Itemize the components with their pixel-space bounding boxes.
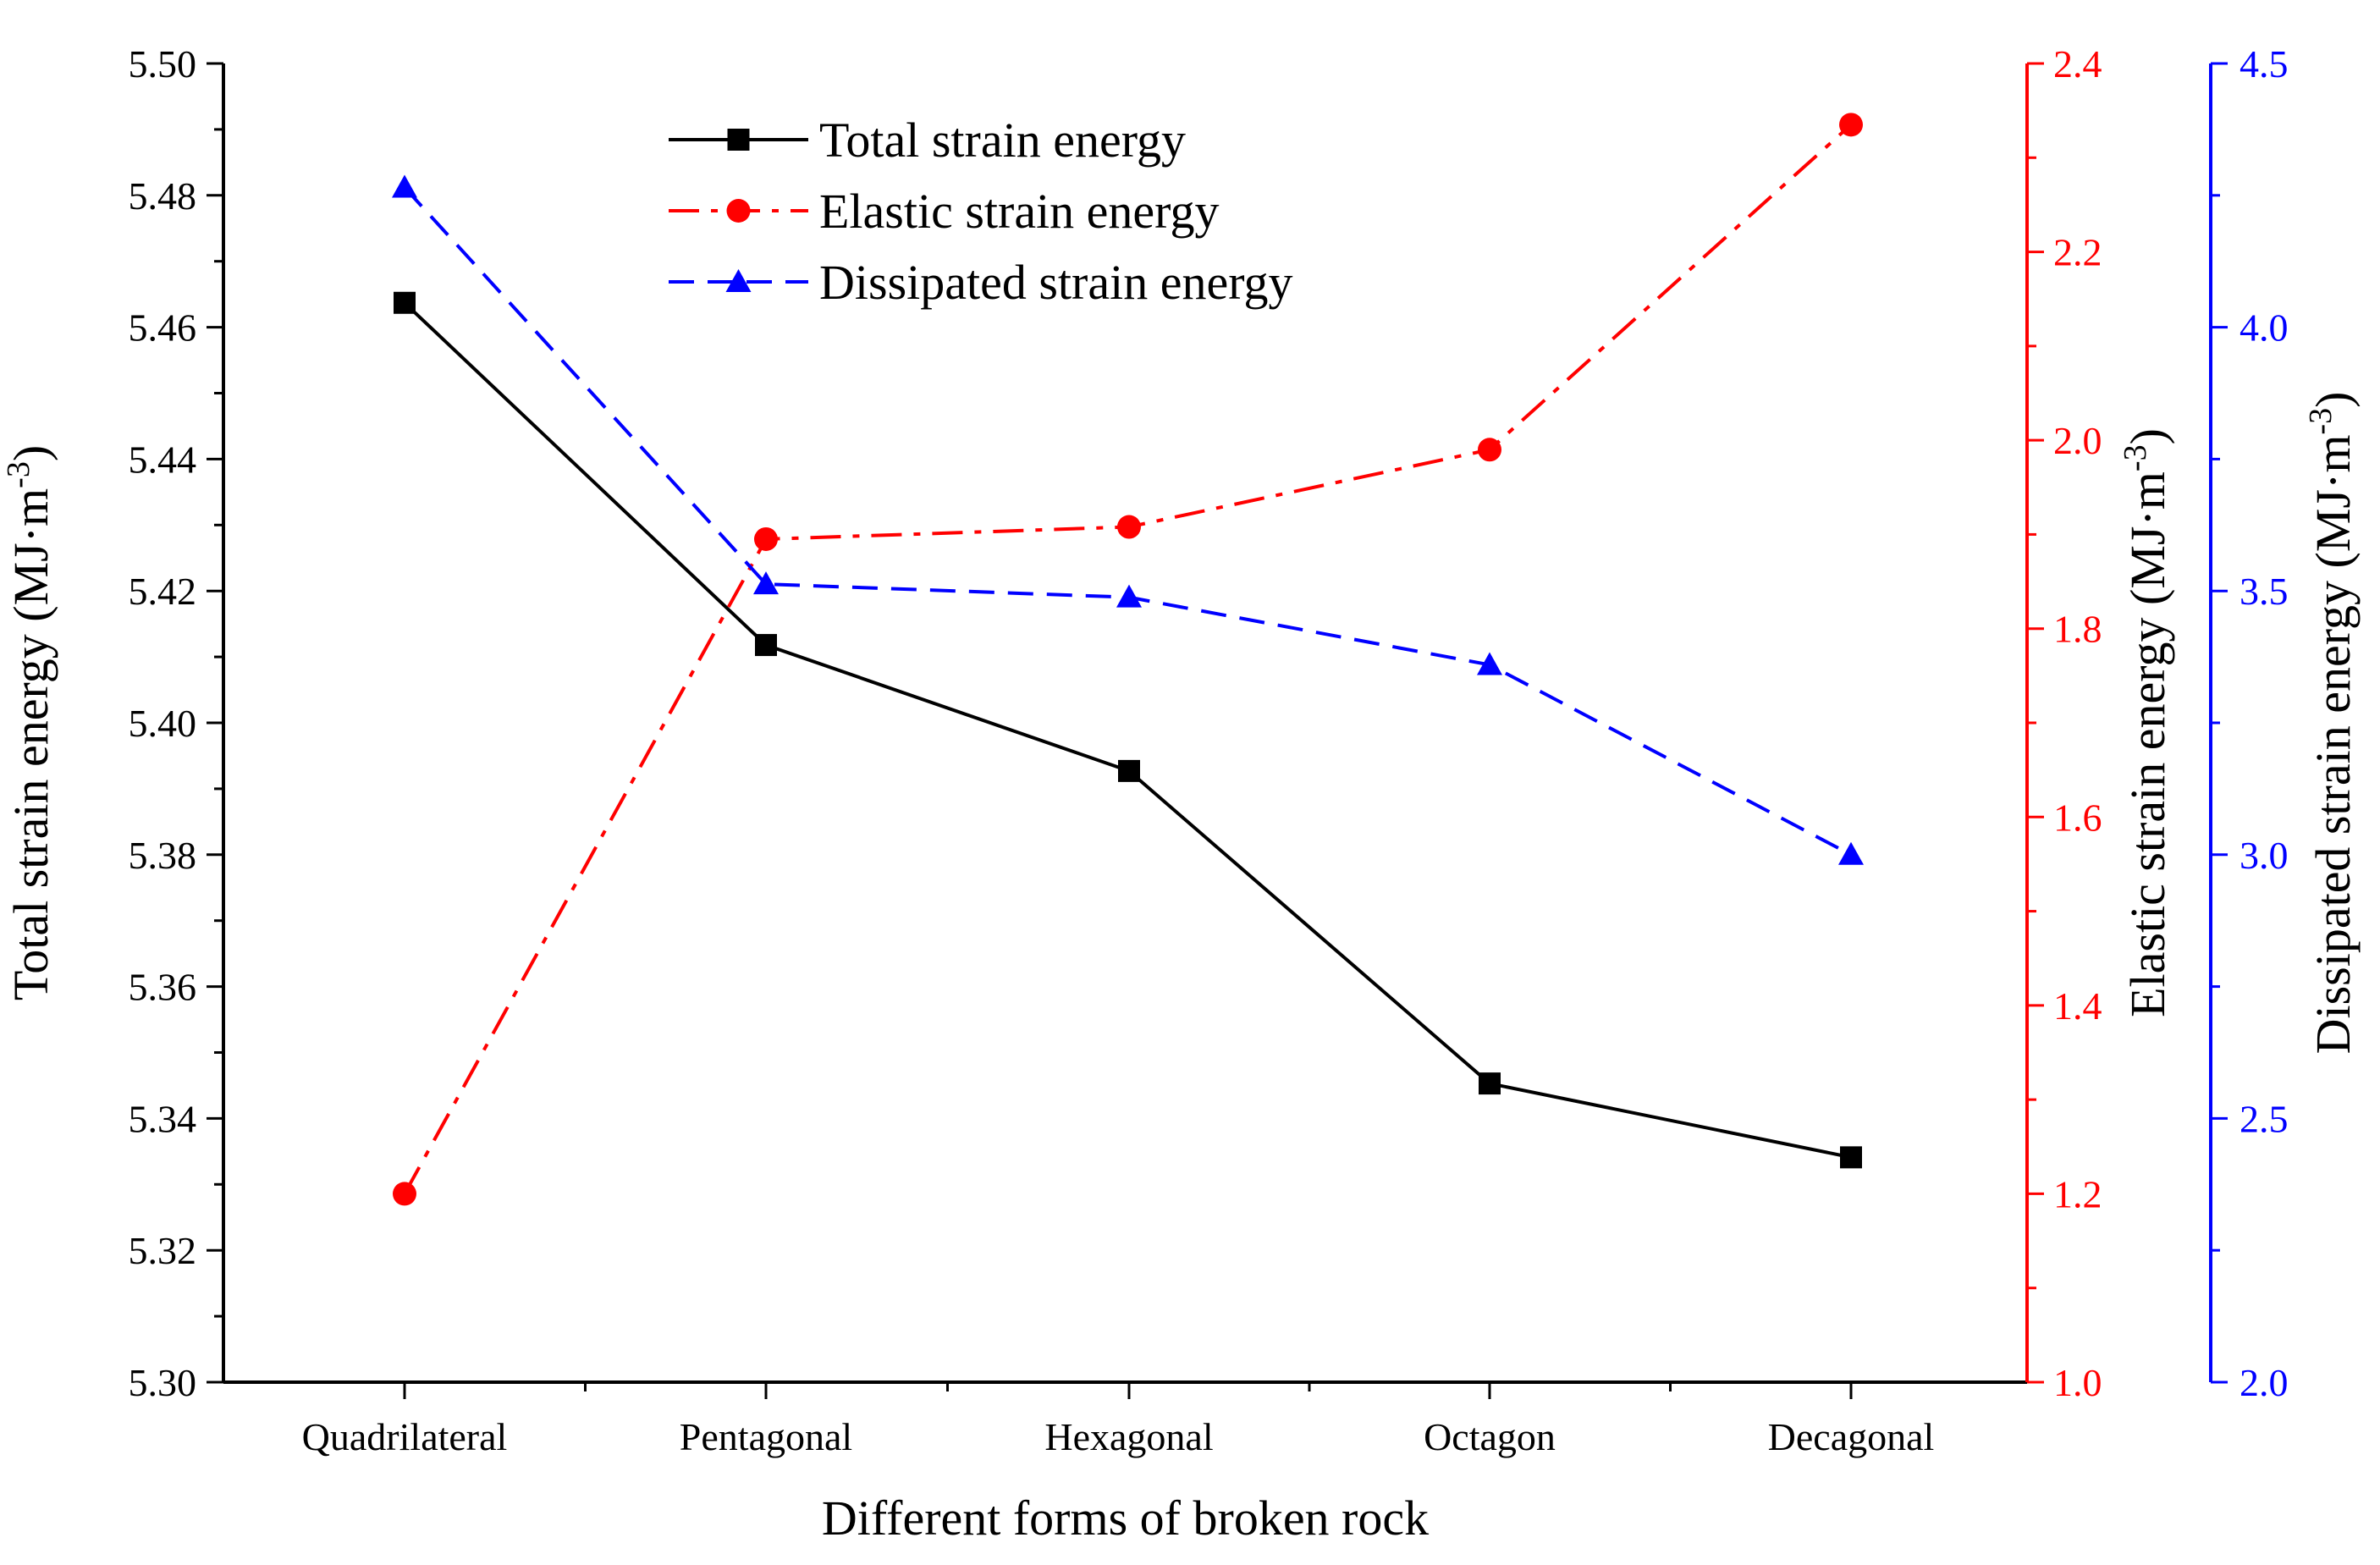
series-0-point-2	[1118, 759, 1140, 782]
series-1-point-1	[754, 526, 778, 551]
series-2-point-4	[1838, 841, 1864, 865]
series-2-point-0	[392, 174, 417, 198]
right1-tick-label: 1.8	[2053, 608, 2102, 651]
right1-tick-label: 1.2	[2053, 1172, 2102, 1215]
right2-tick-label: 2.0	[2240, 1361, 2289, 1404]
legend-marker-2	[725, 269, 752, 292]
legend-label-0: Total strain energy	[819, 113, 1186, 168]
left-tick-label: 5.36	[129, 966, 197, 1009]
right2-axis-title: Dissipated strain energy (MJ·m-3)	[2303, 392, 2361, 1055]
x-tick-label: Pentagonal	[680, 1415, 852, 1458]
left-tick-label: 5.44	[129, 438, 197, 481]
right1-tick-label: 1.4	[2053, 984, 2102, 1028]
left-axis-title-text: Total strain energy (MJ·m	[3, 488, 58, 1000]
series-1-point-2	[1117, 515, 1141, 539]
axes-layer: Quadrilateral Pentagonal Hexagonal Octagon D…	[1, 42, 2361, 1546]
right1-tick-label: 1.0	[2053, 1361, 2102, 1404]
series-0-point-1	[755, 634, 777, 657]
legend-label-2: Dissipated strain energy	[819, 255, 1292, 310]
series-0-point-4	[1840, 1146, 1862, 1169]
series-1-point-3	[1478, 438, 1501, 462]
series-1-point-0	[393, 1182, 416, 1206]
series-2-point-2	[1116, 584, 1142, 608]
left-tick-label: 5.32	[129, 1229, 197, 1272]
series-2-point-1	[753, 571, 779, 595]
left-tick-label: 5.46	[129, 306, 197, 350]
series-1-point-4	[1839, 113, 1863, 137]
right1-tick-label: 1.6	[2053, 796, 2102, 839]
left-axis-title-superscript: -3	[1, 461, 36, 488]
legend-label-1: Elastic strain energy	[819, 184, 1219, 239]
right2-tick-label: 3.0	[2240, 834, 2289, 877]
x-tick-label: Decagonal	[1768, 1415, 1935, 1458]
series-0-point-0	[394, 291, 416, 314]
right2-tick-label: 4.0	[2240, 306, 2289, 350]
left-axis-title: Total strain energy (MJ·m-3)	[1, 445, 58, 1000]
x-tick-label: Quadrilateral	[302, 1415, 508, 1458]
left-tick-label: 5.50	[129, 42, 197, 85]
x-axis-title: Different forms of broken rock	[822, 1491, 1429, 1546]
series-layer	[392, 113, 1864, 1206]
right2-tick-label: 2.5	[2240, 1097, 2289, 1140]
right1-tick-label: 2.0	[2053, 419, 2102, 462]
series-2-point-3	[1477, 652, 1502, 675]
right1-axis-title-superscript: -3	[2118, 444, 2153, 471]
right1-axis-title: Elastic strain energy (MJ·m-3)	[2118, 428, 2175, 1017]
x-tick-label: Hexagonal	[1044, 1415, 1213, 1458]
right2-tick-label: 4.5	[2240, 42, 2289, 85]
right2-tick-label: 3.5	[2240, 570, 2289, 613]
legend: Total strain energy Elastic strain energy…	[669, 113, 1292, 310]
series-line-0	[403, 301, 1852, 1160]
left-tick-label: 5.40	[129, 702, 197, 745]
left-tick-label: 5.42	[129, 570, 197, 613]
right2-axis-title-superscript: -3	[2303, 408, 2339, 435]
series-0-point-3	[1479, 1072, 1501, 1095]
right1-tick-label: 2.2	[2053, 231, 2102, 274]
left-tick-label: 5.48	[129, 174, 197, 218]
right1-axis-title-text: Elastic strain energy (MJ·m	[2120, 471, 2175, 1017]
left-tick-label: 5.30	[129, 1361, 197, 1404]
left-tick-label: 5.34	[129, 1097, 197, 1140]
left-axis-title-close: )	[3, 445, 58, 461]
right1-axis-title-close: )	[2120, 428, 2175, 444]
legend-marker-1	[726, 199, 751, 223]
left-tick-label: 5.38	[129, 834, 197, 877]
right1-tick-label: 2.4	[2053, 42, 2102, 85]
right2-axis-title-close: )	[2306, 392, 2361, 408]
legend-marker-0	[727, 129, 750, 151]
x-tick-label: Octagon	[1424, 1415, 1556, 1458]
right2-axis-title-text: Dissipated strain energy (MJ·m	[2306, 435, 2361, 1055]
